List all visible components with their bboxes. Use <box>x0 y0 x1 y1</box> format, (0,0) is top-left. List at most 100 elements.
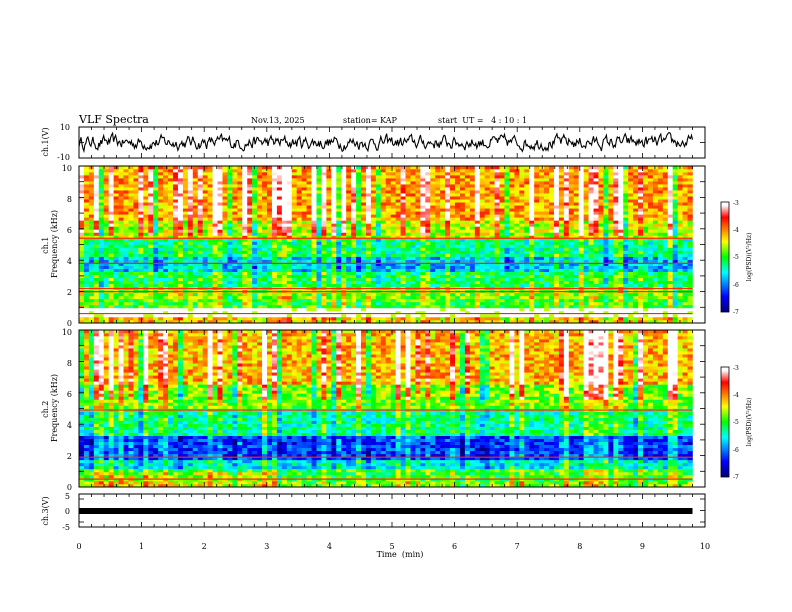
spectrogram-cell <box>549 247 555 251</box>
spectrogram-cell <box>281 238 288 242</box>
spectrogram-cell <box>257 310 263 315</box>
spectrogram-cell <box>643 310 649 315</box>
spectrogram-cell <box>103 208 109 212</box>
spectrogram-cell <box>242 202 248 206</box>
spectrogram-cell <box>534 238 540 242</box>
spectrogram-cell <box>197 280 203 285</box>
spectrogram-cell <box>524 316 530 321</box>
spectrogram-cell <box>687 217 693 221</box>
spectrogram-cell <box>509 250 515 254</box>
spectrogram-cell <box>365 268 372 272</box>
spectrogram-cell <box>197 301 203 306</box>
spectrogram-cell <box>539 238 545 242</box>
spectrogram-cell <box>118 250 124 254</box>
spectrogram-cell <box>687 256 693 260</box>
spectrogram-cell <box>573 220 579 224</box>
spectrogram-cell <box>108 256 114 260</box>
spectrogram-cell <box>79 214 85 218</box>
spectrogram-cell <box>519 271 525 275</box>
spectrogram-cell <box>529 259 535 263</box>
spectrogram-cell <box>143 304 149 309</box>
spectrogram-cell <box>430 295 436 300</box>
spectrogram-cell <box>301 265 307 269</box>
spectrogram-cell <box>177 220 184 224</box>
spectrogram-cell <box>568 244 575 248</box>
spectrogram-cell <box>464 283 471 288</box>
spectrogram-cell <box>336 274 342 279</box>
spectrogram-cell <box>123 250 129 254</box>
spectrogram-cell <box>83 223 90 227</box>
spectrogram-cell <box>281 277 288 282</box>
spectrogram-cell <box>306 250 312 254</box>
spectrogram-cell <box>346 301 352 306</box>
spectrogram-cell <box>469 265 476 269</box>
spectrogram-cell <box>138 265 144 269</box>
spectrogram-cell <box>276 217 283 221</box>
spectrogram-cell <box>395 232 401 236</box>
spectrogram-cell <box>341 235 347 239</box>
spectrogram-cell <box>306 220 312 224</box>
spectrogram-cell <box>351 304 357 309</box>
spectrogram-cell <box>276 220 283 224</box>
spectrogram-cell <box>113 202 119 206</box>
spectrogram-cell <box>301 244 307 248</box>
spectrogram-cell <box>573 277 579 282</box>
spectrogram-cell <box>207 250 213 254</box>
spectrogram-cell <box>177 265 184 269</box>
spectrogram-cell <box>301 226 307 230</box>
spectrogram-cell <box>103 319 109 324</box>
spectrogram-cell <box>281 292 288 297</box>
spectrogram-cell <box>301 256 307 260</box>
spectrogram-cell <box>390 208 396 212</box>
spectrogram-cell <box>138 205 144 209</box>
spectrogram-cell <box>464 304 471 309</box>
ch1-spectrogram-panel: ch.1 Frequency (kHz) 0 2 4 6 8 10 -3 -4 … <box>41 164 753 328</box>
spectrogram-cell <box>227 229 233 233</box>
spectrogram-cell <box>177 241 184 245</box>
spectrogram-cell <box>306 313 312 318</box>
spectrogram-cell <box>598 229 604 233</box>
spectrogram-cell <box>677 235 683 239</box>
spectrogram-cell <box>301 310 307 315</box>
spectrogram-cell <box>286 232 293 236</box>
spectrogram-cell <box>583 217 589 221</box>
spectrogram-cell <box>380 301 387 306</box>
spectrogram-cell <box>242 292 248 297</box>
spectrogram-cell <box>445 298 451 303</box>
spectrogram-cell <box>222 271 228 275</box>
spectrogram-cell <box>459 220 466 224</box>
spectrogram-cell <box>455 211 461 215</box>
spectrogram-cell <box>331 295 337 300</box>
spectrogram-cell <box>103 247 109 251</box>
spectrogram-cell <box>291 268 297 272</box>
spectrogram-cell <box>400 241 406 245</box>
spectrogram-cell <box>291 244 297 248</box>
spectrogram-cell <box>657 214 664 218</box>
spectrogram-cell <box>321 229 327 233</box>
spectrogram-cell <box>351 250 357 254</box>
spectrogram-cell <box>365 217 372 221</box>
spectrogram-cell <box>484 253 490 257</box>
spectrogram-cell <box>331 250 337 254</box>
spectrogram-cell <box>148 220 154 224</box>
spectrogram-cell <box>385 292 391 297</box>
spectrogram-cell <box>271 277 278 282</box>
spectrogram-cell <box>667 283 673 288</box>
spectrogram-cell <box>88 259 95 263</box>
spectrogram-cell <box>440 232 446 236</box>
spectrogram-cell <box>98 241 105 245</box>
spectrogram-cell <box>529 226 535 230</box>
spectrogram-cell <box>435 313 441 318</box>
spectrogram-cell <box>534 247 540 251</box>
spectrogram-cell <box>336 319 342 324</box>
spectrogram-cell <box>321 211 327 215</box>
spectrogram-cell <box>687 295 693 300</box>
spectrogram-cell <box>336 262 342 266</box>
spectrogram-cell <box>524 250 530 254</box>
spectrogram-cell <box>529 214 535 218</box>
spectrogram-cell <box>390 271 396 275</box>
spectrogram-cell <box>237 205 243 209</box>
spectrogram-cell <box>187 292 194 297</box>
spectrogram-cell <box>514 310 520 315</box>
spectrogram-cell <box>212 223 218 227</box>
